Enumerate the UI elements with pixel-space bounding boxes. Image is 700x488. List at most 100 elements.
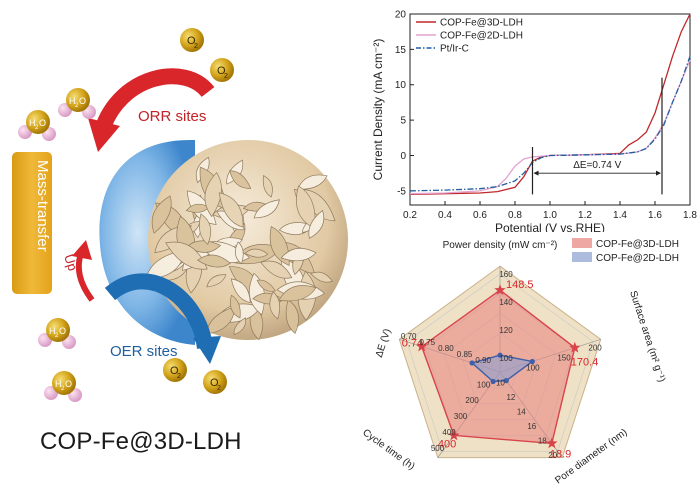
up-arrow — [72, 240, 95, 302]
ldh-flake — [229, 294, 241, 319]
radar-point-star — [494, 284, 506, 295]
ldh-flake — [229, 170, 252, 189]
y-tick-label: -5 — [397, 186, 406, 197]
ldh-flake — [278, 285, 317, 302]
ldh-flake — [197, 254, 231, 268]
radar-value-label: 18.9 — [550, 448, 571, 460]
catalyst-title: COP-Fe@3D-LDH — [40, 428, 242, 455]
h2o-symbol: H — [55, 379, 62, 389]
radar-tick-label: 0.80 — [438, 344, 454, 353]
radar-tick-label: 10 — [496, 379, 505, 388]
orr-arrow — [88, 68, 215, 152]
ldh-flake — [233, 317, 247, 336]
ldh-flake — [285, 299, 300, 334]
y-tick-label: 5 — [400, 116, 406, 127]
radar-point — [529, 358, 535, 365]
o2-molecule: O2 — [163, 358, 187, 382]
radar-tick-label: 18 — [538, 436, 547, 445]
ldh-flake — [199, 213, 212, 245]
h2o-subscript: 2 — [75, 103, 79, 109]
radar-value-label: 400 — [438, 438, 456, 450]
radar-value-label: 0.74 — [402, 338, 423, 350]
h2o-subscript: 2 — [55, 333, 59, 339]
delta-e-label: ΔE=0.74 V — [573, 160, 621, 171]
legend-entry: COP-Fe@3D-LDH — [596, 239, 679, 250]
legend-entry: COP-Fe@3D-LDH — [440, 18, 523, 29]
radar-tick-label: 0.70 — [401, 332, 417, 341]
ldh-flake — [297, 174, 328, 190]
mass-transfer-label: Mass-transfer — [34, 160, 51, 252]
radar-tick-label: 100 — [499, 354, 513, 363]
radar-tick-label: 200 — [465, 396, 479, 405]
radar-tick-label: 14 — [517, 408, 526, 417]
ldh-flake — [256, 279, 276, 292]
ldh-flake — [151, 195, 172, 234]
radar-tick-label: 300 — [454, 412, 468, 421]
radar-value-label: 170.4 — [571, 357, 599, 369]
h2o-subscript: 2 — [35, 125, 39, 131]
radar-chart: 148.5 170.4 18.9 400 0.74 100 120 140 160 100 150… — [360, 238, 679, 486]
radar-axis-title: ΔE (V) — [374, 328, 394, 359]
ldh-flake — [244, 248, 269, 258]
radar-tick-label: 500 — [431, 444, 445, 453]
h2o-symbol-o: O — [59, 326, 66, 336]
y-axis-label: Current Density (mA cm⁻²) — [371, 39, 385, 181]
h2o-symbol-o: O — [79, 96, 86, 106]
mass-transfer-box: Mass-transfer — [12, 152, 52, 294]
radar-value-label: 148.5 — [506, 279, 534, 291]
o2-molecule: O2 — [180, 28, 204, 52]
o2-molecule: O2 — [203, 370, 227, 394]
schematic-illustration: ORR sites OER sites Mass-transfer Up O2O… — [12, 28, 348, 402]
series-line — [409, 56, 691, 192]
ldh-flake — [308, 209, 325, 239]
legend-entry: COP-Fe@2D-LDH — [440, 31, 523, 42]
o2-symbol: O — [210, 377, 219, 389]
radar-series-area — [470, 354, 535, 383]
o2-symbol: O — [170, 365, 179, 377]
ldh-flake — [204, 171, 222, 218]
delta-e-arrowhead-right — [656, 170, 661, 176]
h2o-symbol: H — [29, 118, 36, 128]
radar-tick-label: 100 — [526, 364, 540, 373]
y-tick-label: 10 — [395, 80, 407, 91]
radar-axis-title: Power density (mW cm⁻²) — [443, 240, 558, 251]
radar-axis-title: Cycle time (h) — [360, 427, 416, 472]
o2-molecule: O2 — [210, 58, 234, 82]
o2-symbol: O — [187, 35, 196, 47]
x-tick-label: 1.0 — [543, 210, 557, 221]
radar-tick-label: 100 — [477, 380, 491, 389]
ldh-flake — [260, 260, 293, 279]
radar-point — [503, 378, 509, 384]
h2o-symbol: H — [69, 96, 76, 106]
radar-point — [497, 352, 503, 358]
x-axis-label: Potential (V vs.RHE) — [495, 221, 605, 232]
radar-tick-label: 12 — [506, 393, 515, 402]
ldh-flake-particle — [145, 140, 348, 341]
h2o-subscript: 2 — [61, 386, 65, 392]
radar-point-star — [416, 340, 428, 352]
radar-axis-title: Surface area (m² g⁻¹) — [627, 290, 667, 384]
x-tick-label: 0.6 — [473, 210, 487, 221]
orr-sites-label: ORR sites — [138, 108, 206, 125]
legend-swatch — [572, 252, 592, 262]
ldh-flake — [262, 175, 273, 198]
legend-entry: Pt/Ir-C — [440, 44, 469, 55]
o2-symbol: O — [217, 65, 226, 77]
radar-tick-label: 0.75 — [420, 338, 436, 347]
radar-point-star — [448, 429, 460, 441]
ldh-flake — [165, 241, 208, 270]
h2o-symbol: H — [49, 326, 56, 336]
radar-tick-label: 200 — [588, 343, 602, 352]
x-tick-label: 0.2 — [403, 210, 417, 221]
ldh-flake — [206, 274, 227, 288]
delta-e-arrowhead-left — [533, 170, 539, 176]
ldh-flake — [269, 291, 281, 320]
ldh-flake — [253, 199, 280, 219]
h2o-symbol-o: O — [39, 118, 46, 128]
radar-gridline — [406, 273, 594, 452]
radar-tick-label: 16 — [527, 422, 536, 431]
radar-tick-label: 120 — [499, 326, 513, 335]
y-tick-label: 15 — [395, 45, 407, 56]
